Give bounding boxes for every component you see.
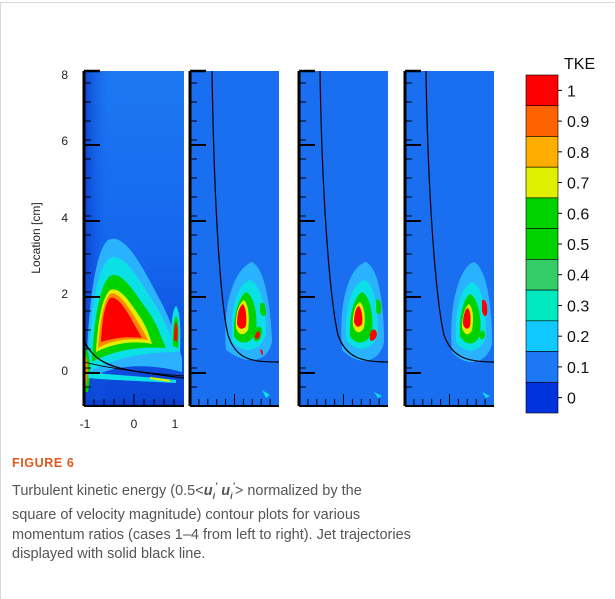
colorbar-swatch [525, 289, 559, 322]
colorbar-labels: 1 0.9 0.8 0.7 0.6 0.5 0.4 0.3 0.2 0.1 0 [567, 83, 589, 407]
colorbar-swatch [525, 74, 559, 107]
colorbar-swatch [525, 105, 559, 137]
contour-panel-4 [405, 71, 494, 406]
colorbar-swatch [525, 166, 559, 199]
contour-panel-2 [190, 71, 279, 406]
caption-line2: square of velocity magnitude) contour pl… [12, 507, 361, 524]
colorbar-label: 0.4 [567, 268, 589, 285]
y-tick-label: 8 [61, 68, 68, 82]
colorbar-label: 0.7 [567, 176, 589, 193]
colorbar [525, 74, 562, 414]
y-tick-label: 0 [61, 364, 68, 378]
caption-u-symbol: ui′ [203, 481, 218, 501]
colorbar-title: TKE [564, 56, 595, 73]
caption-line1-pre: Turbulent kinetic energy (0.5< [12, 482, 204, 499]
y-tick-label: 4 [61, 211, 68, 225]
y-tick-label: 2 [61, 287, 68, 301]
figure-label: FIGURE 6 [12, 456, 75, 470]
colorbar-label: 0.9 [567, 114, 589, 131]
figure-caption: Turbulent kinetic energy (0.5<ui′ ui′> n… [12, 477, 452, 565]
x-tick-label: -1 [80, 417, 91, 431]
minor-ticks [84, 82, 486, 406]
colorbar-swatch [525, 351, 559, 383]
colorbar-swatch [525, 320, 559, 352]
colorbar-label: 0.6 [567, 206, 589, 223]
colorbar-swatch [525, 228, 559, 260]
colorbar-swatch [525, 197, 559, 229]
caption-line3: momentum ratios (cases 1–4 from left to … [12, 526, 411, 543]
colorbar-swatch [525, 136, 559, 168]
colorbar-swatch [525, 381, 559, 414]
x-tick-label: 1 [172, 417, 179, 431]
caption-line1-post: > normalized by the [234, 482, 362, 499]
colorbar-label: 0.3 [567, 298, 589, 315]
y-tick-label: 6 [61, 134, 68, 148]
contour-panel-1 [84, 71, 184, 406]
y-axis-label: Location [cm] [29, 202, 43, 273]
colorbar-label: 0.5 [567, 237, 589, 254]
x-tick-label: 0 [131, 417, 138, 431]
colorbar-label: 0.8 [567, 145, 589, 162]
colorbar-label: 0.1 [567, 360, 589, 377]
caption-line4: displayed with solid black line. [12, 546, 206, 563]
top-rule [0, 2, 615, 3]
colorbar-label: 0 [567, 391, 576, 408]
panel-axes [82, 69, 494, 407]
caption-u-symbol-2: ui′ [221, 481, 235, 501]
colorbar-swatch [525, 259, 559, 291]
tke-contour-figure: Location [cm] 8 6 4 2 0 -1 0 1 [29, 56, 595, 431]
left-rule [0, 2, 1, 599]
colorbar-label: 0.2 [567, 329, 589, 346]
colorbar-label: 1 [567, 83, 576, 100]
contour-panel-3 [299, 71, 388, 406]
